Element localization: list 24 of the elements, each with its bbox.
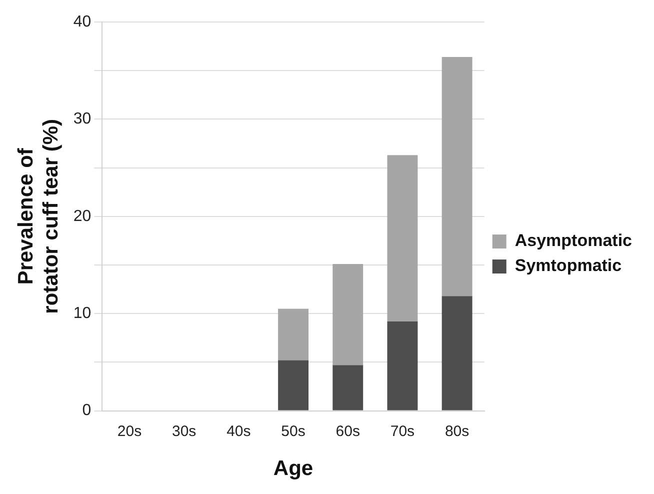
x-tick-label: 50s: [281, 422, 306, 440]
y-tick-label: 20: [73, 208, 92, 225]
x-tick-label: 30s: [172, 422, 196, 440]
y-tick-label: 0: [82, 402, 92, 420]
y-tick-label: 30: [73, 110, 92, 128]
bar: [387, 321, 418, 410]
legend-label: Asymptomatic: [514, 231, 632, 250]
x-tick-label: 60s: [336, 422, 360, 440]
x-tick-label: 70s: [390, 422, 415, 440]
x-tick-label: 80s: [444, 422, 470, 440]
bar: [442, 56, 472, 296]
y-tick-label: 40: [73, 13, 92, 30]
y-axis-title: Prevalence of rotator cuff tear (%): [14, 118, 63, 314]
x-axis-title: Age: [273, 457, 314, 480]
legend-label: Symtopmatic: [514, 256, 622, 276]
bar: [278, 308, 309, 360]
x-tick-label: 20s: [117, 422, 142, 440]
y-tick-label: 10: [73, 305, 92, 322]
bar: [387, 155, 418, 322]
bar: [278, 360, 309, 410]
x-tick-label: 40s: [226, 422, 251, 440]
bar: [332, 365, 364, 410]
bar: [332, 264, 364, 366]
bar: [442, 296, 472, 410]
